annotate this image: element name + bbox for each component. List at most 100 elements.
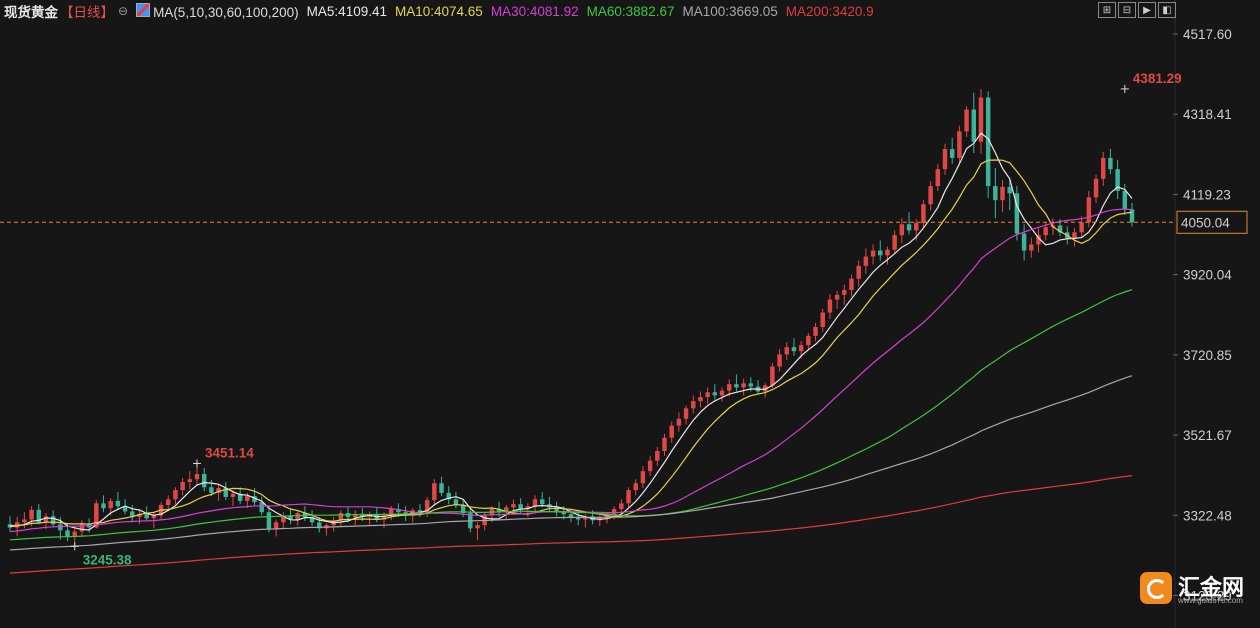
candle-body [899, 224, 905, 236]
candle-body [561, 511, 567, 515]
candle-body [22, 519, 27, 523]
candle-body [115, 500, 121, 507]
candle-body [1093, 178, 1099, 198]
candle-body [1036, 235, 1041, 245]
candle-body [151, 515, 157, 519]
candle-body [1007, 186, 1012, 194]
y-tick-label: 3123.29 [1183, 588, 1232, 603]
candle-body [619, 503, 624, 510]
candle-body [144, 514, 149, 519]
candle-body [971, 109, 976, 142]
ma-line-ma10 [9, 159, 1133, 527]
candle-body [94, 503, 99, 528]
candle-body [273, 522, 279, 530]
toolbar-button-2[interactable]: ▶ [1138, 2, 1156, 18]
logo-url: www.gold678.com [1178, 596, 1243, 605]
ma-value-1: MA10:4074.65 [394, 3, 483, 19]
candle-body [777, 354, 782, 367]
candle-body [79, 524, 85, 532]
candle-body [223, 488, 228, 497]
ma-value-0: MA5:4109.41 [306, 3, 387, 19]
candle-body [309, 517, 315, 523]
candle-body [820, 312, 825, 327]
ma-line-ma100 [9, 375, 1133, 551]
candle-body [446, 492, 451, 500]
candle-body [65, 530, 70, 537]
candle-body [1079, 222, 1084, 233]
ma-value-5: MA200:3420.9 [785, 3, 874, 19]
y-tick-label: 3920.04 [1183, 268, 1232, 283]
y-tick-label: 4119.23 [1183, 187, 1231, 202]
candle-body [914, 223, 919, 231]
ma-line-ma5 [9, 132, 1133, 531]
candle-body [281, 515, 286, 523]
candle-body [647, 460, 653, 472]
candle-body [511, 504, 516, 508]
chart-header: 现货黄金 【日线】 ⊖ MA(5,10,30,60,100,200) MA5:4… [0, 0, 1100, 22]
candle-body [1108, 157, 1113, 170]
candle-body [252, 496, 257, 503]
candle-body [137, 514, 142, 518]
candle-body [29, 509, 34, 520]
candle-body [640, 471, 646, 484]
candle-body [525, 506, 531, 510]
candle-body [417, 510, 423, 514]
candle-body [985, 97, 991, 187]
candle-body [194, 473, 200, 480]
candle-body [892, 235, 897, 250]
candle-body [360, 513, 365, 518]
candle-body [856, 265, 861, 279]
candle-body [216, 488, 221, 493]
annotation-label: 3245.38 [83, 552, 132, 567]
chart-toolbar: ⊞ ⊟ ▶ ◧ [1098, 2, 1176, 18]
candle-body [424, 500, 430, 514]
candle-body [669, 425, 674, 438]
candle-body [705, 392, 710, 398]
candle-body [72, 531, 77, 537]
candle-body [921, 204, 926, 224]
candle-body [259, 502, 264, 513]
candle-body [187, 479, 193, 483]
candle-body [475, 525, 480, 529]
annotation-label: 3451.14 [205, 445, 254, 460]
candle-body [58, 524, 63, 531]
settings-circle-icon[interactable]: ⊖ [118, 4, 129, 18]
candle-body [1000, 186, 1005, 201]
toolbar-button-3[interactable]: ◧ [1158, 2, 1176, 18]
candle-body [683, 408, 689, 419]
candle-body [396, 509, 401, 513]
candle-body [993, 186, 998, 201]
period-label[interactable]: 【日线】 [60, 5, 114, 20]
candle-body [209, 487, 214, 493]
toolbar-button-0[interactable]: ⊞ [1098, 2, 1116, 18]
candle-body [957, 131, 962, 158]
ma-values: MA5:4109.41 MA10:4074.65 MA30:4081.92 MA60:… [307, 4, 882, 19]
candle-body [611, 509, 617, 515]
candle-body [201, 473, 207, 488]
y-tick-label: 4318.41 [1183, 107, 1232, 122]
candle-body [655, 451, 660, 461]
y-tick-label: 4517.60 [1183, 27, 1232, 42]
ma-value-3: MA60:3882.67 [586, 3, 675, 19]
ma-line-ma60 [9, 289, 1133, 541]
candle-body [1122, 190, 1128, 210]
logo-icon [1140, 572, 1172, 604]
candle-body [381, 515, 387, 520]
ma-line-ma30 [9, 208, 1133, 533]
candle-body [885, 249, 890, 256]
candle-body [748, 383, 754, 387]
candle-body [1129, 209, 1135, 223]
candle-body [554, 507, 559, 512]
candle-body [842, 289, 847, 295]
candle-body [741, 383, 746, 388]
candle-body [496, 509, 502, 513]
toolbar-button-1[interactable]: ⊟ [1118, 2, 1136, 18]
ma-indicator[interactable]: MA(5,10,30,60,100,200) [136, 2, 299, 20]
ma-params: MA(5,10,30,60,100,200) [153, 4, 299, 20]
candle-body [784, 347, 789, 355]
candle-body [978, 97, 984, 142]
candle-body [662, 437, 667, 452]
candle-body [712, 392, 718, 396]
candle-body [460, 504, 466, 514]
